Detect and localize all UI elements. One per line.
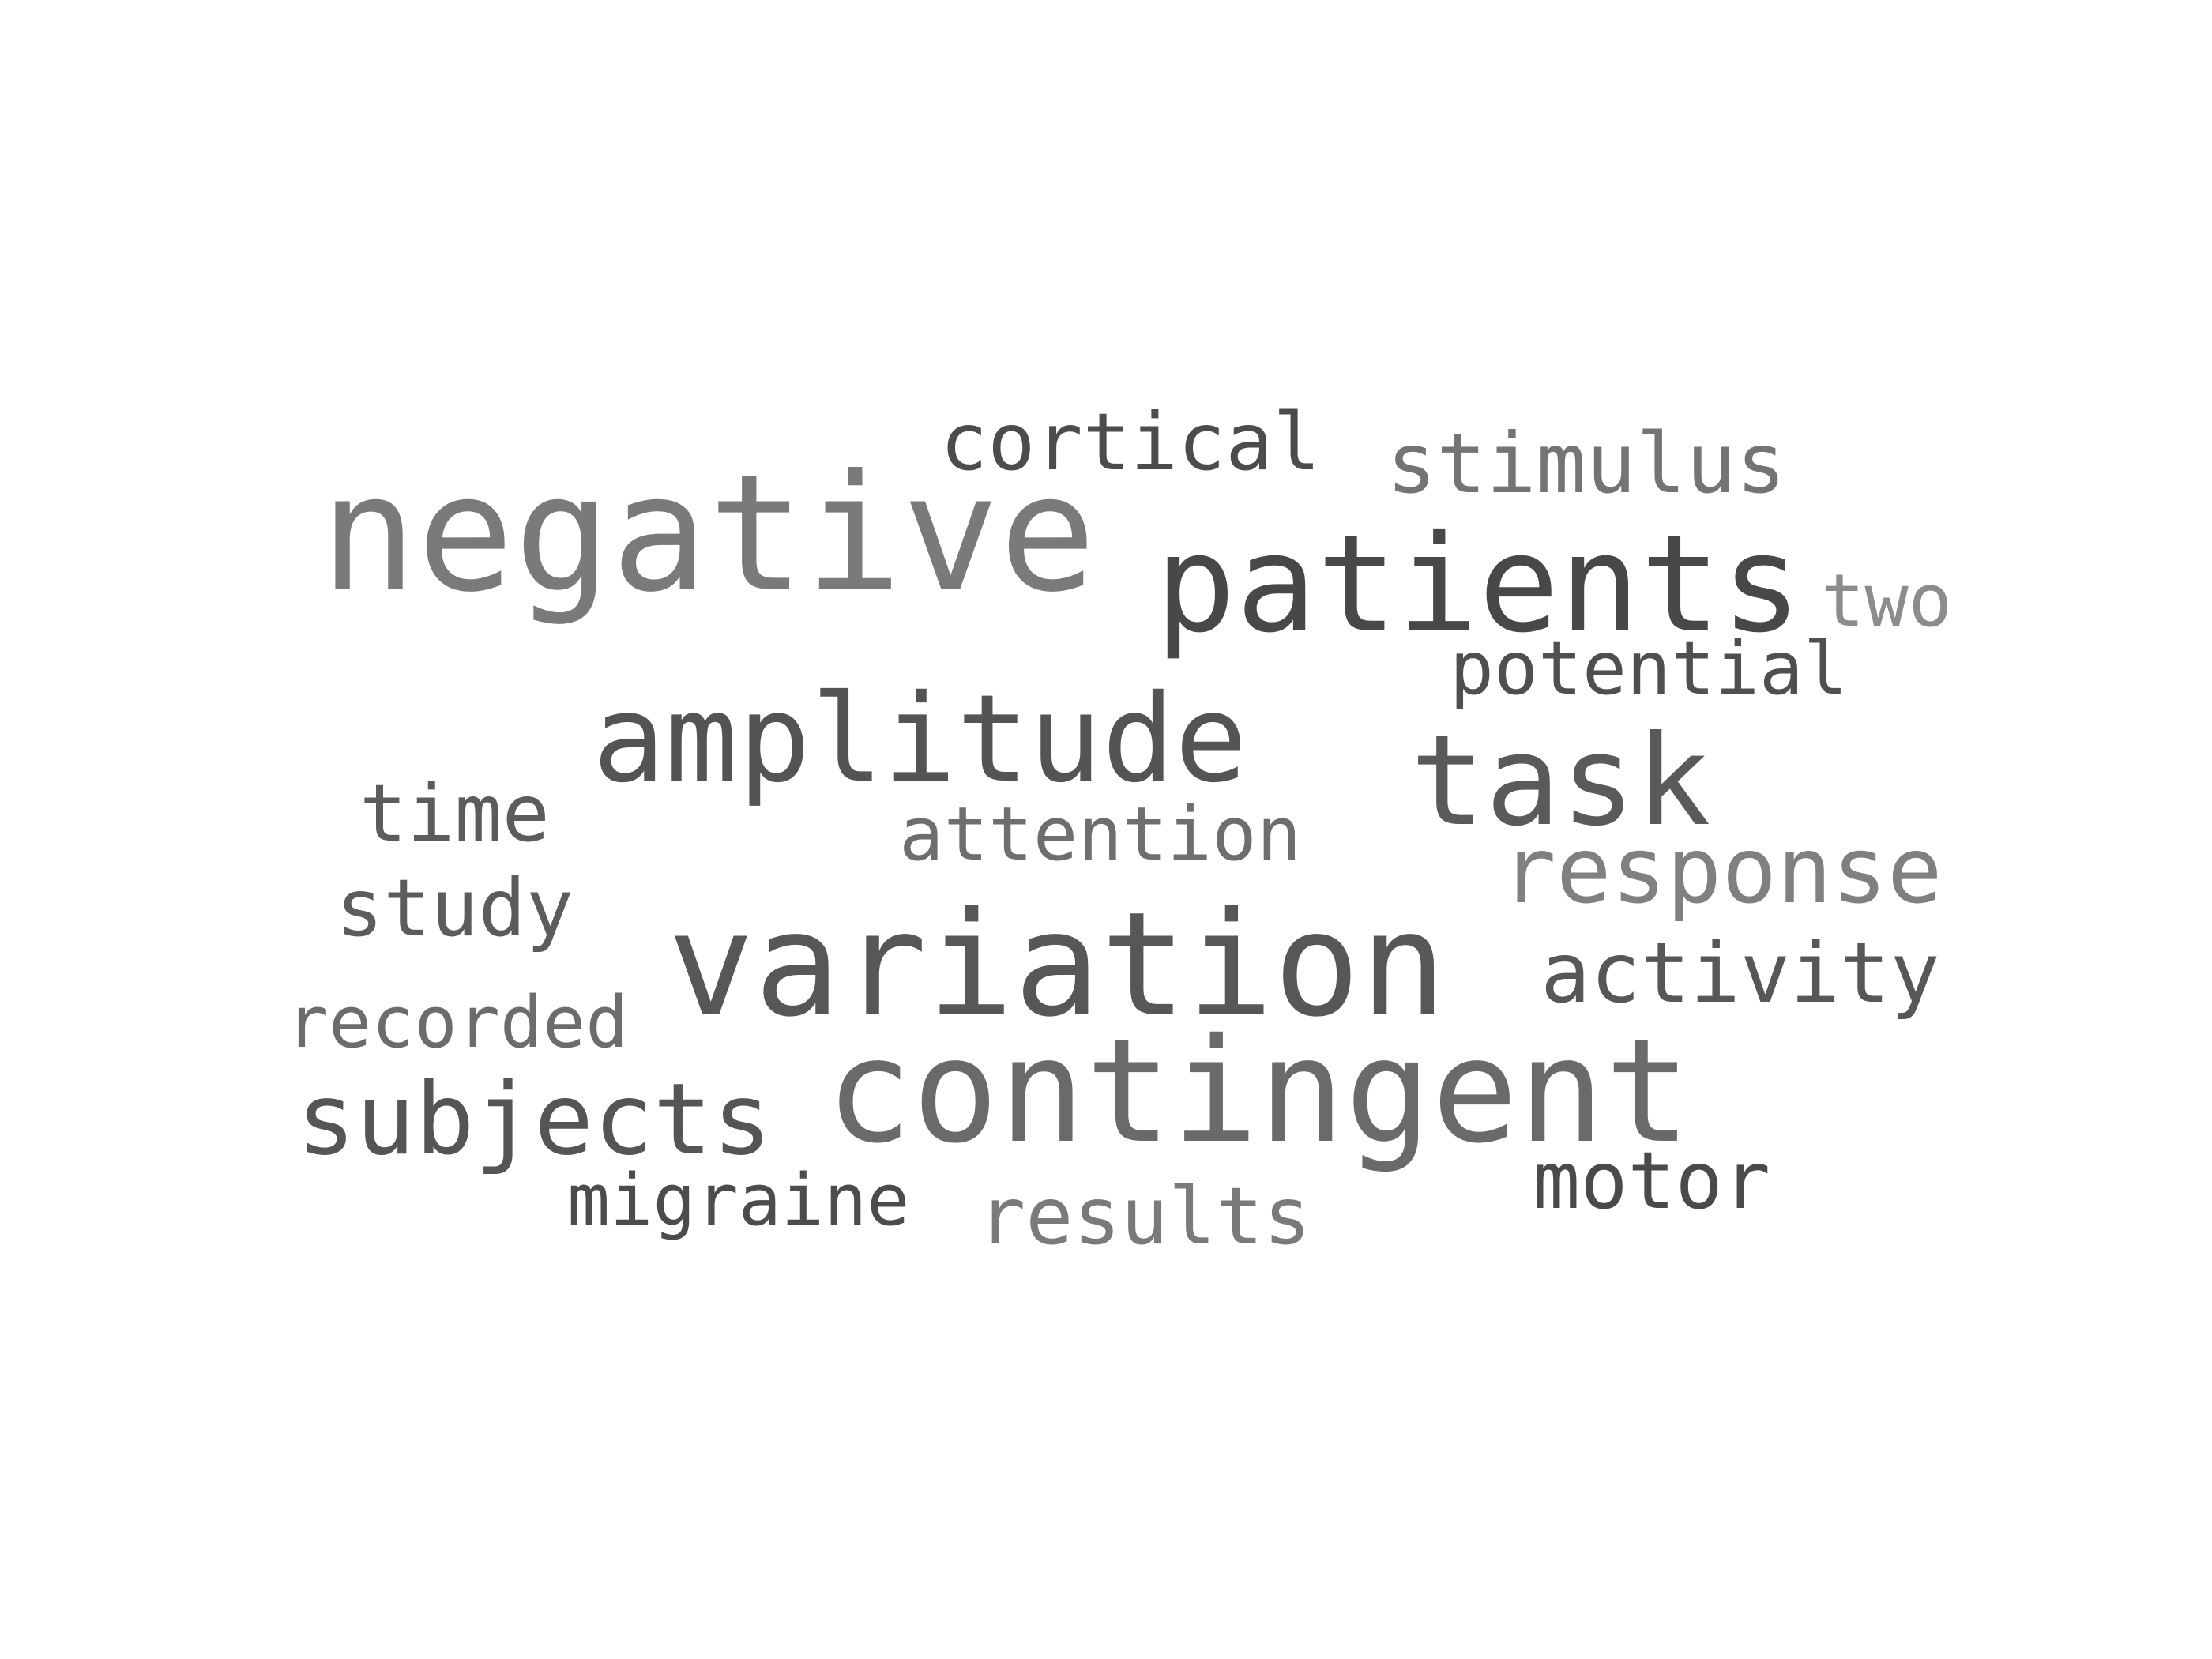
word-subjects: subjects [296, 1063, 773, 1177]
word-stimulus: stimulus [1386, 416, 1786, 512]
word-response: response [1501, 818, 1943, 924]
word-time: time [359, 767, 550, 860]
word-potential: potential [1450, 626, 1848, 711]
word-variation: variation [668, 881, 1447, 1048]
word-amplitude: amplitude [592, 669, 1248, 810]
word-motor: motor [1533, 1134, 1771, 1227]
word-recorded: recorded [286, 981, 629, 1064]
word-migraine: migraine [567, 1159, 910, 1242]
word-task: task [1410, 709, 1711, 854]
word-activity: activity [1540, 925, 1940, 1021]
word-patients: patients [1155, 506, 1802, 663]
word-contingent: contingent [826, 1007, 1691, 1175]
word-two: two [1821, 559, 1953, 643]
word-cortical: cortical [940, 396, 1321, 488]
word-negative: negative [320, 441, 1097, 628]
word-study: study [336, 862, 574, 954]
word-attention: attention [899, 792, 1302, 878]
word-results: results [978, 1170, 1311, 1262]
